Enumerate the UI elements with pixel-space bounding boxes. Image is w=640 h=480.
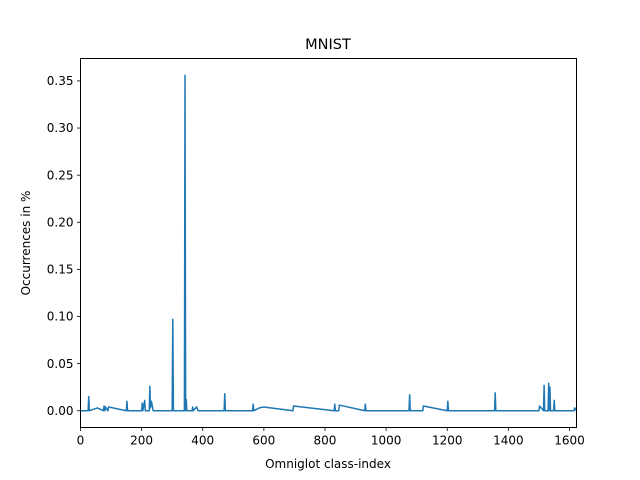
x-axis-label: Omniglot class-index	[265, 457, 391, 471]
x-tick-label: 200	[130, 434, 153, 448]
y-tick-label: 0.30	[47, 121, 74, 135]
y-tick-label: 0.15	[47, 263, 74, 277]
y-tick-label: 0.25	[47, 168, 74, 182]
y-axis-label: Occurrences in %	[19, 191, 33, 296]
x-tick-label: 1000	[371, 434, 402, 448]
y-tick-label: 0.05	[47, 357, 74, 371]
y-tick-label: 0.35	[47, 74, 74, 88]
x-axis: 0 200 400 600 800 1000 1200 1400 1600	[77, 427, 585, 448]
y-tick-label: 0.10	[47, 310, 74, 324]
x-tick-label: 1600	[554, 434, 585, 448]
x-tick-label: 1400	[493, 434, 524, 448]
x-tick-label: 800	[314, 434, 337, 448]
x-tick-label: 400	[191, 434, 214, 448]
y-tick-label: 0.00	[47, 404, 74, 418]
x-tick-label: 1200	[432, 434, 463, 448]
y-axis: 0.00 0.05 0.10 0.15 0.20 0.25 0.30 0.35	[47, 74, 81, 418]
y-tick-label: 0.20	[47, 215, 74, 229]
plot-area	[80, 74, 578, 412]
x-tick-label: 0	[77, 434, 85, 448]
axes-frame	[80, 58, 577, 428]
x-tick-label: 600	[252, 434, 275, 448]
series-line	[80, 74, 578, 412]
chart-title: MNIST	[305, 37, 351, 53]
